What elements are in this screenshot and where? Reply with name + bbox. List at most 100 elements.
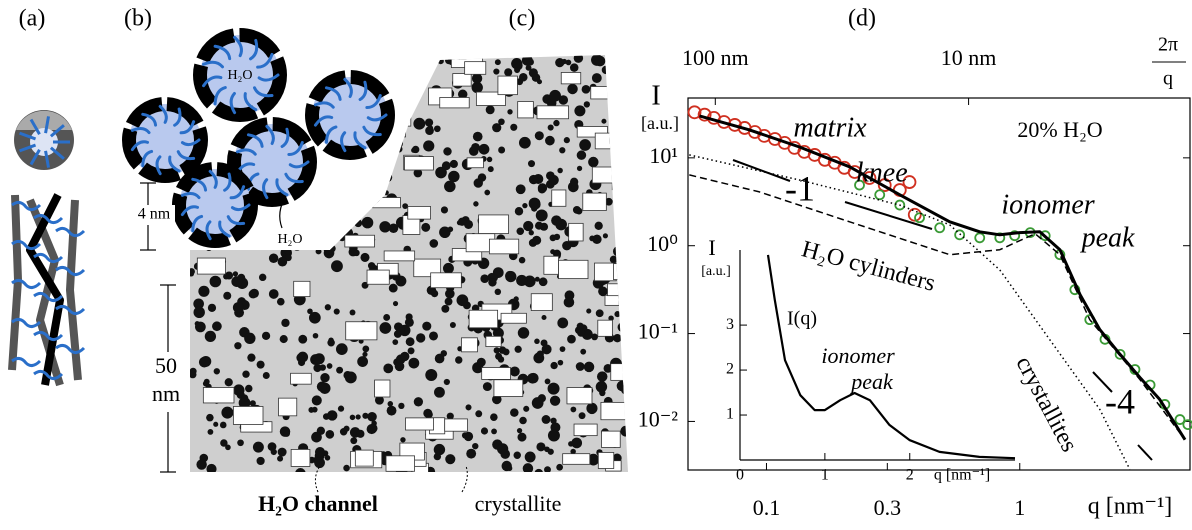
water-channel	[193, 298, 204, 310]
water-channel	[615, 64, 624, 73]
side-chain	[191, 214, 204, 233]
water-channel	[249, 233, 258, 242]
crystallite	[582, 192, 607, 211]
water-channel	[514, 207, 524, 216]
crystallite	[481, 367, 511, 380]
side-chain	[180, 205, 200, 217]
water-channel	[518, 136, 531, 149]
curve-label: I(q)	[787, 308, 817, 330]
water-channel	[395, 145, 403, 153]
water-channel	[559, 346, 566, 352]
water-channel	[344, 371, 357, 384]
y-tick-label: 3	[726, 316, 734, 333]
side-chain	[324, 86, 342, 101]
crystallite	[601, 430, 621, 448]
crystallite	[232, 406, 264, 425]
water-channel	[587, 453, 600, 466]
x2-label-numerator: 2π	[1158, 34, 1178, 56]
y-tick-label: 10⁻¹	[638, 319, 678, 344]
water-channel	[504, 68, 513, 77]
crystallite	[597, 452, 615, 469]
water-channel	[335, 343, 348, 355]
water-channel	[405, 313, 413, 321]
water-channel	[285, 96, 297, 108]
water-channel	[421, 222, 431, 232]
side-chain	[223, 172, 232, 192]
data-point	[874, 189, 886, 201]
water-channel	[581, 85, 591, 94]
water-channel	[534, 221, 544, 230]
crystallite	[488, 238, 520, 255]
label-bg	[148, 352, 188, 412]
data-point	[934, 222, 946, 234]
water-channel	[625, 372, 628, 380]
side-chain	[141, 149, 154, 168]
water-channel	[362, 345, 370, 353]
water-channel	[407, 347, 415, 355]
water-channel	[207, 428, 214, 435]
water-channel	[383, 314, 391, 321]
water-channel	[594, 221, 603, 230]
data-point	[854, 179, 865, 191]
micelle	[305, 70, 395, 160]
curve	[766, 254, 1016, 460]
water-channel	[268, 289, 279, 299]
side-chain	[173, 107, 182, 127]
water-channel	[609, 255, 618, 264]
water-channel	[563, 296, 575, 308]
side-chain	[230, 203, 251, 212]
water-label: H₂O	[277, 232, 302, 247]
crystallite	[594, 262, 617, 282]
water-channel	[218, 137, 228, 146]
water-channel	[224, 378, 233, 387]
side-chain	[19, 131, 37, 141]
water-channel	[402, 203, 409, 209]
crystallite	[591, 166, 618, 184]
crystallite	[536, 105, 569, 120]
crystallite	[298, 229, 331, 245]
water-channel	[383, 363, 394, 374]
water-channel	[190, 91, 198, 104]
micelle-shell	[227, 117, 317, 207]
water-channel	[328, 337, 334, 343]
annotation: ionomer	[821, 343, 895, 368]
crystallite	[430, 272, 462, 289]
water-channel	[319, 364, 326, 371]
water-channel	[425, 369, 438, 382]
water-channel	[598, 286, 608, 297]
water-channel	[352, 213, 359, 220]
water-channel	[553, 119, 560, 127]
water-channel	[463, 219, 474, 229]
water-channel	[620, 226, 628, 238]
water-channel	[211, 144, 224, 156]
crystallite	[372, 197, 401, 209]
water-channel	[579, 139, 591, 151]
side-chain	[158, 104, 168, 124]
water-channel	[379, 322, 392, 334]
water-channel	[298, 334, 308, 344]
water-channel	[587, 405, 597, 415]
water-channel	[447, 226, 454, 233]
side-chain	[218, 220, 231, 238]
water-channel	[557, 317, 569, 329]
water-channel	[310, 354, 322, 366]
water-channel	[528, 68, 538, 78]
micelle-shell	[193, 28, 287, 122]
water-channel	[276, 297, 285, 306]
water-channel	[457, 89, 468, 100]
y-axis-label: I	[708, 235, 715, 260]
water-channel	[505, 270, 517, 283]
water-channel	[404, 317, 414, 327]
water-channel	[219, 421, 227, 429]
crystallite	[385, 455, 415, 472]
water-channel	[433, 125, 441, 133]
water-channel	[480, 427, 489, 435]
water-channel	[385, 63, 397, 75]
water-channel	[455, 356, 463, 364]
annotation: H₂O cylinders	[799, 236, 938, 297]
water-channel	[439, 448, 445, 454]
slope-guide	[732, 159, 791, 182]
water-channel	[518, 256, 526, 264]
water-channel	[204, 330, 217, 343]
